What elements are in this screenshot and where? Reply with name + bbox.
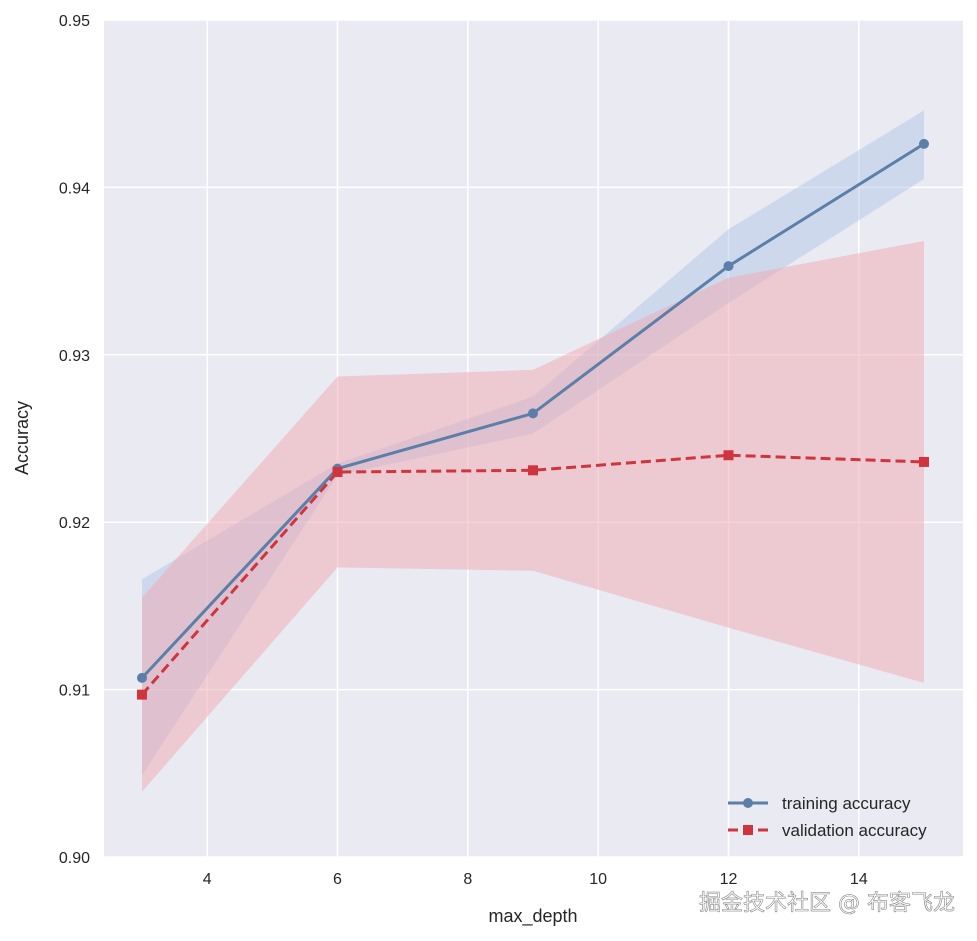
point-validation [528, 465, 538, 476]
x-tick-label: 14 [850, 871, 868, 888]
legend-label-validation: validation accuracy [782, 821, 927, 840]
y-tick-label: 0.90 [59, 850, 90, 867]
x-tick-label: 6 [333, 871, 342, 888]
point-training [137, 672, 147, 683]
legend-marker-validation [743, 825, 753, 835]
x-axis-label: max_depth [488, 906, 577, 927]
series-lines [137, 138, 929, 700]
point-validation [723, 450, 734, 461]
x-tick-label: 12 [720, 871, 738, 888]
point-validation [919, 456, 929, 467]
point-validation [332, 466, 343, 477]
watermark: 掘金技术社区 @ 布客飞龙 [699, 891, 955, 916]
confidence-band-validation [142, 240, 924, 792]
y-axis-label: Accuracy [12, 401, 32, 475]
y-tick-label: 0.94 [59, 180, 90, 197]
confidence-bands [142, 110, 924, 792]
legend-label-training: training accuracy [782, 794, 911, 813]
x-tick-label: 4 [203, 871, 212, 888]
y-tick-labels: 0.90 0.91 0.92 0.93 0.94 0.95 [59, 13, 90, 867]
legend-marker-training [743, 798, 753, 808]
confidence-band-training [142, 110, 924, 775]
legend: training accuracy validation accuracy [728, 794, 927, 840]
x-tick-label: 10 [589, 871, 607, 888]
point-training [919, 138, 929, 149]
y-tick-label: 0.91 [59, 683, 90, 700]
x-tick-labels: 4 6 8 10 12 14 [203, 871, 868, 888]
line-validation [140, 453, 925, 696]
point-training [723, 261, 734, 272]
y-tick-label: 0.93 [59, 348, 90, 365]
y-tick-label: 0.92 [59, 515, 90, 532]
point-validation [137, 689, 147, 700]
x-tick-label: 8 [463, 871, 472, 888]
y-tick-label: 0.95 [59, 13, 90, 30]
point-training [528, 408, 538, 419]
